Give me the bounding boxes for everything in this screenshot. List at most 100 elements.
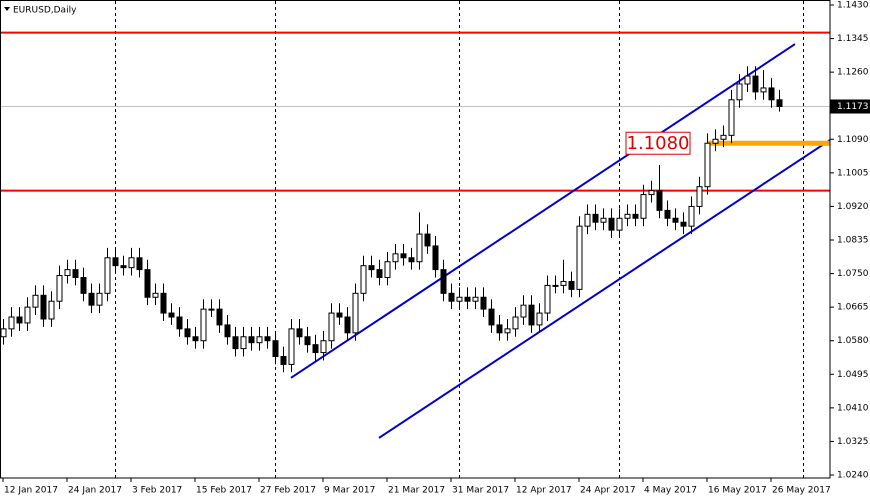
candle-body: [64, 269, 71, 277]
x-tick-label: 16 May 2017: [708, 486, 767, 496]
candle-body: [688, 205, 695, 227]
trend-line: [378, 139, 831, 439]
candle-body: [528, 304, 535, 326]
candle-body: [152, 292, 159, 298]
x-tick-label: 31 Mar 2017: [452, 486, 509, 496]
menu-triangle: [4, 7, 10, 11]
candle-body: [752, 75, 759, 93]
candle-body: [496, 324, 503, 334]
candle-body: [424, 233, 431, 247]
candle-body: [80, 277, 87, 294]
candle-body: [376, 269, 383, 279]
candle-body: [184, 328, 191, 338]
candle-body: [336, 312, 343, 318]
candle-body: [400, 253, 407, 259]
y-tick-label: 1.0665: [837, 303, 869, 313]
x-tick-label: 26 May 2017: [772, 486, 831, 496]
candle-body: [320, 340, 327, 354]
x-tick-label: 9 Mar 2017: [324, 486, 375, 496]
y-tick-label: 1.0750: [837, 269, 869, 279]
candle-body: [440, 269, 447, 294]
candle-body: [48, 300, 55, 320]
candle-body: [624, 213, 631, 219]
candle-body: [696, 186, 703, 207]
candle-body: [176, 316, 183, 330]
candle-body: [472, 296, 479, 302]
candle-body: [112, 257, 119, 267]
candle-body: [512, 316, 519, 330]
candle-body: [256, 336, 263, 344]
candle-body: [568, 280, 575, 290]
x-tick-label: 27 Feb 2017: [260, 486, 316, 496]
candle-body: [536, 312, 543, 326]
candle-body: [296, 328, 303, 338]
candle-body: [600, 217, 607, 223]
y-tick-label: 1.0240: [837, 471, 869, 481]
x-tick-label: 12 Jan 2017: [4, 486, 58, 496]
y-tick-label: 1.0325: [837, 437, 869, 447]
candle-body: [720, 134, 727, 140]
candle-body: [248, 336, 255, 344]
candle-body: [264, 336, 271, 342]
candle-body: [56, 275, 63, 302]
x-tick-label: 15 Feb 2017: [196, 486, 252, 496]
candle-body: [128, 257, 135, 269]
candle-body: [304, 336, 311, 346]
candle-body: [728, 99, 735, 136]
candle-body: [520, 304, 527, 318]
candle-body: [368, 265, 375, 271]
candle-body: [464, 296, 471, 302]
candle-body: [552, 284, 559, 287]
candle-body: [136, 257, 143, 271]
candle-body: [328, 312, 335, 342]
y-tick-label: 1.0495: [837, 370, 869, 380]
y-tick-label: 1.1005: [837, 168, 869, 178]
candle-body: [32, 294, 39, 308]
chart-title: EURUSD,Daily: [13, 6, 77, 16]
plot-area: [0, 1, 831, 478]
candle-body: [96, 292, 103, 306]
candle-body: [776, 99, 783, 108]
candle-body: [16, 316, 23, 324]
candle-body: [480, 296, 487, 310]
candle-body: [656, 190, 663, 211]
candle-body: [120, 265, 127, 269]
candle-body: [584, 213, 591, 227]
candle-body: [768, 87, 775, 101]
candle-body: [680, 221, 687, 227]
last-price-label: 1.1173: [837, 102, 869, 112]
x-tick-label: 21 Mar 2017: [388, 486, 445, 496]
candle-body: [616, 217, 623, 231]
candle-body: [312, 344, 319, 354]
candle-body: [704, 142, 711, 188]
candle-body: [392, 253, 399, 263]
y-tick-label: 1.1345: [837, 34, 869, 44]
candle-body: [448, 292, 455, 302]
candle-body: [280, 356, 287, 365]
candle-body: [560, 280, 567, 286]
candle-body: [384, 261, 391, 279]
candle-body: [456, 296, 463, 302]
candle-body: [208, 308, 215, 311]
candle-body: [640, 194, 647, 219]
y-tick-label: 1.1430: [837, 1, 869, 11]
level-label: 1.1080: [627, 133, 690, 154]
candle-body: [488, 308, 495, 326]
candle-body: [744, 75, 751, 85]
candle-body: [352, 292, 359, 334]
candle-body: [504, 328, 511, 334]
candle-body: [544, 284, 551, 314]
candle-body: [160, 292, 167, 314]
x-tick-label: 24 Jan 2017: [68, 486, 122, 496]
candle-body: [24, 306, 31, 324]
candle-body: [608, 217, 615, 231]
candle-body: [272, 340, 279, 358]
candle-body: [736, 83, 743, 101]
x-tick-label: 24 Apr 2017: [580, 486, 636, 496]
level-label-box: [625, 131, 691, 155]
candle-body: [712, 138, 719, 144]
y-tick-label: 1.1260: [837, 68, 869, 78]
candle-body: [0, 328, 7, 338]
candle-body: [432, 245, 439, 271]
